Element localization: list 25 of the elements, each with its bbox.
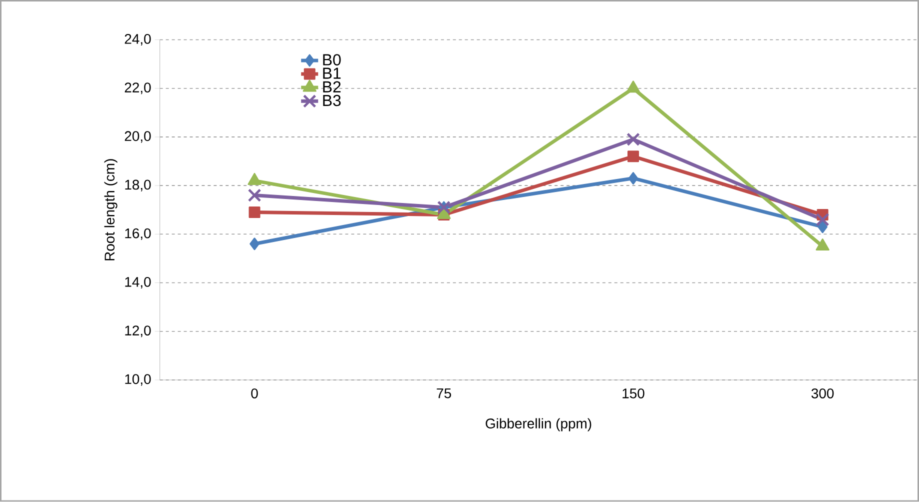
point (250, 238, 260, 250)
point (626, 133, 640, 146)
legend-label: B3 (323, 94, 341, 106)
y-axis-title: Root length (cm) (104, 159, 118, 260)
y-tick-label: 20,0 (124, 131, 151, 143)
x-axis-title: Gibberellin (ppm) (486, 418, 592, 432)
legend-label: B2 (323, 81, 341, 92)
x-tick-label: 150 (622, 388, 644, 398)
x-tick-label: 75 (436, 388, 452, 398)
legend-label: B1 (323, 68, 341, 79)
y-tick-label: 24,0 (124, 34, 151, 46)
x-tick-label: 0 (251, 388, 258, 398)
x-tick-label: 300 (811, 388, 834, 398)
y-tick-label: 10,0 (125, 374, 151, 386)
y-tick-label: 16,0 (125, 228, 151, 240)
y-tick-label: 14,0 (125, 277, 151, 289)
point (816, 213, 829, 226)
y-tick-label: 18,0 (125, 180, 151, 192)
y-tick-label: 12,0 (125, 326, 151, 338)
point (818, 220, 828, 234)
y-tick-label: 22,0 (124, 82, 151, 94)
point (248, 206, 260, 218)
point (628, 172, 638, 185)
legend-label: B0 (323, 54, 341, 66)
point (627, 150, 639, 162)
